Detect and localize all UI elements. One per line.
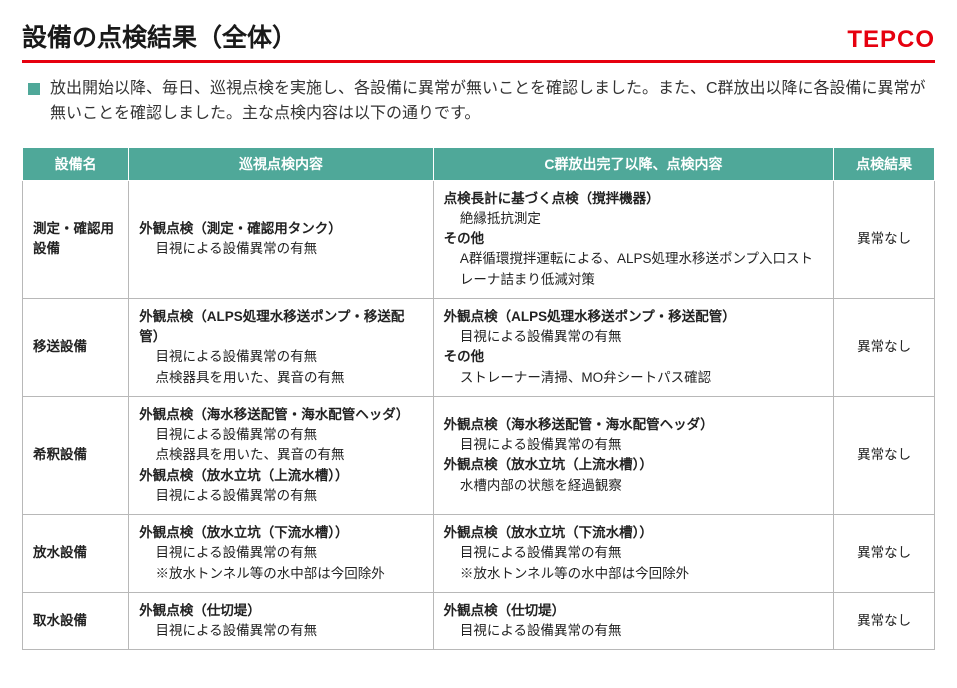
cgroup-cell: 点検長計に基づく点検（撹拌機器） 絶縁抵抗測定 その他 A群循環撹拌運転による、… xyxy=(433,180,834,298)
cgroup-cell: 外観点検（海水移送配管・海水配管ヘッダ） 目視による設備異常の有無 外観点検（放… xyxy=(433,396,834,514)
patrol-line: 目視による設備異常の有無 xyxy=(139,543,422,563)
patrol-heading: 外観点検（海水移送配管・海水配管ヘッダ） xyxy=(139,407,409,422)
result-cell: 異常なし xyxy=(834,592,935,650)
cgroup-line: 水槽内部の状態を経過観察 xyxy=(444,476,824,496)
patrol-line: ※放水トンネル等の水中部は今回除外 xyxy=(139,564,422,584)
cgroup-heading: 外観点検（ALPS処理水移送ポンプ・移送配管） xyxy=(444,309,736,324)
cgroup-cell: 外観点検（放水立坑（下流水槽）） 目視による設備異常の有無 ※放水トンネル等の水… xyxy=(433,515,834,593)
patrol-line: 点検器具を用いた、異音の有無 xyxy=(139,368,422,388)
equipment-name: 希釈設備 xyxy=(23,396,129,514)
patrol-cell: 外観点検（海水移送配管・海水配管ヘッダ） 目視による設備異常の有無 点検器具を用… xyxy=(129,396,433,514)
col-header-result: 点検結果 xyxy=(834,147,935,180)
intro-block: 放出開始以降、毎日、巡視点検を実施し、各設備に異常が無いことを確認しました。また… xyxy=(28,77,929,127)
cgroup-cell: 外観点検（ALPS処理水移送ポンプ・移送配管） 目視による設備異常の有無 その他… xyxy=(433,298,834,396)
cgroup-heading: 外観点検（仕切堤） xyxy=(444,603,566,618)
patrol-cell: 外観点検（放水立坑（下流水槽）） 目視による設備異常の有無 ※放水トンネル等の水… xyxy=(129,515,433,593)
equipment-name: 取水設備 xyxy=(23,592,129,650)
cgroup-line: 絶縁抵抗測定 xyxy=(444,209,824,229)
patrol-line: 目視による設備異常の有無 xyxy=(139,486,422,506)
cgroup-heading: 点検長計に基づく点検（撹拌機器） xyxy=(444,191,660,206)
table-row: 放水設備 外観点検（放水立坑（下流水槽）） 目視による設備異常の有無 ※放水トン… xyxy=(23,515,935,593)
patrol-line: 目視による設備異常の有無 xyxy=(139,239,422,259)
inspection-table: 設備名 巡視点検内容 C群放出完了以降、点検内容 点検結果 測定・確認用設備 外… xyxy=(22,147,935,651)
patrol-cell: 外観点検（ALPS処理水移送ポンプ・移送配管） 目視による設備異常の有無 点検器… xyxy=(129,298,433,396)
tepco-logo: TEPCO xyxy=(847,26,935,54)
result-cell: 異常なし xyxy=(834,396,935,514)
table-row: 測定・確認用設備 外観点検（測定・確認用タンク） 目視による設備異常の有無 点検… xyxy=(23,180,935,298)
cgroup-cell: 外観点検（仕切堤） 目視による設備異常の有無 xyxy=(433,592,834,650)
col-header-name: 設備名 xyxy=(23,147,129,180)
cgroup-heading: 外観点検（海水移送配管・海水配管ヘッダ） xyxy=(444,417,714,432)
bullet-square-icon xyxy=(28,83,40,95)
slide-header: 設備の点検結果（全体） TEPCO xyxy=(22,18,935,63)
col-header-cgroup: C群放出完了以降、点検内容 xyxy=(433,147,834,180)
cgroup-heading: その他 xyxy=(444,349,485,364)
cgroup-line: ストレーナー清掃、MO弁シートパス確認 xyxy=(444,368,824,388)
col-header-patrol: 巡視点検内容 xyxy=(129,147,433,180)
cgroup-line: 目視による設備異常の有無 xyxy=(444,435,824,455)
cgroup-line: A群循環撹拌運転による、ALPS処理水移送ポンプ入口ストレーナ詰まり低減対策 xyxy=(444,249,824,290)
table-row: 移送設備 外観点検（ALPS処理水移送ポンプ・移送配管） 目視による設備異常の有… xyxy=(23,298,935,396)
patrol-line: 目視による設備異常の有無 xyxy=(139,425,422,445)
patrol-heading: 外観点検（放水立坑（下流水槽）） xyxy=(139,525,348,540)
cgroup-heading: 外観点検（放水立坑（上流水槽）） xyxy=(444,457,653,472)
patrol-cell: 外観点検（仕切堤） 目視による設備異常の有無 xyxy=(129,592,433,650)
table-row: 希釈設備 外観点検（海水移送配管・海水配管ヘッダ） 目視による設備異常の有無 点… xyxy=(23,396,935,514)
result-cell: 異常なし xyxy=(834,298,935,396)
table-row: 取水設備 外観点検（仕切堤） 目視による設備異常の有無 外観点検（仕切堤） 目視… xyxy=(23,592,935,650)
cgroup-heading: その他 xyxy=(444,231,485,246)
patrol-line: 目視による設備異常の有無 xyxy=(139,347,422,367)
patrol-line: 点検器具を用いた、異音の有無 xyxy=(139,445,422,465)
patrol-line: 目視による設備異常の有無 xyxy=(139,621,422,641)
patrol-heading: 外観点検（測定・確認用タンク） xyxy=(139,221,342,236)
cgroup-line: 目視による設備異常の有無 xyxy=(444,621,824,641)
patrol-heading: 外観点検（ALPS処理水移送ポンプ・移送配管） xyxy=(139,309,404,344)
cgroup-line: 目視による設備異常の有無 xyxy=(444,327,824,347)
patrol-heading: 外観点検（放水立坑（上流水槽）） xyxy=(139,468,348,483)
patrol-heading: 外観点検（仕切堤） xyxy=(139,603,261,618)
intro-text: 放出開始以降、毎日、巡視点検を実施し、各設備に異常が無いことを確認しました。また… xyxy=(50,77,929,127)
patrol-cell: 外観点検（測定・確認用タンク） 目視による設備異常の有無 xyxy=(129,180,433,298)
equipment-name: 放水設備 xyxy=(23,515,129,593)
result-cell: 異常なし xyxy=(834,515,935,593)
result-cell: 異常なし xyxy=(834,180,935,298)
page-title: 設備の点検結果（全体） xyxy=(22,18,297,54)
cgroup-line: 目視による設備異常の有無 xyxy=(444,543,824,563)
cgroup-line: ※放水トンネル等の水中部は今回除外 xyxy=(444,564,824,584)
equipment-name: 移送設備 xyxy=(23,298,129,396)
equipment-name: 測定・確認用設備 xyxy=(23,180,129,298)
cgroup-heading: 外観点検（放水立坑（下流水槽）） xyxy=(444,525,653,540)
table-header-row: 設備名 巡視点検内容 C群放出完了以降、点検内容 点検結果 xyxy=(23,147,935,180)
